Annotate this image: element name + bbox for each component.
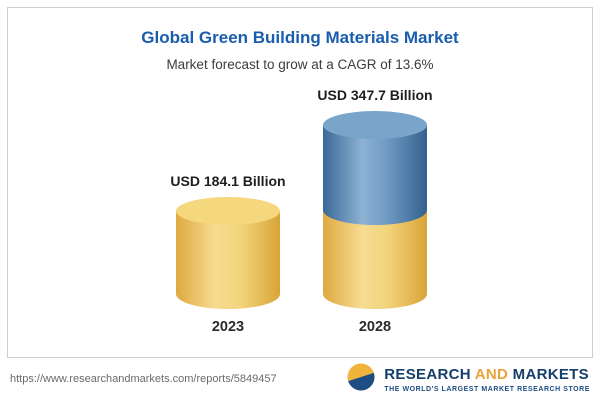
value-label-2023: USD 184.1 Billion: [170, 173, 286, 189]
cylinder-2023: [176, 197, 280, 309]
logo-wordmark: RESEARCH AND MARKETS: [384, 366, 589, 383]
logo-mark-icon: [346, 362, 376, 397]
chart-subtitle: Market forecast to grow at a CAGR of 13.…: [166, 57, 434, 72]
report-url-link[interactable]: https://www.researchandmarkets.com/repor…: [10, 373, 277, 385]
cylinder-2028-base-segment: [323, 211, 427, 309]
logo-word-research: RESEARCH: [384, 365, 471, 383]
cylinder-2023-top-face: [176, 197, 280, 225]
category-label-2023: 2023: [211, 319, 245, 335]
bar-group-2023: USD 184.1 Billion 2023: [148, 173, 308, 335]
footer: https://www.researchandmarkets.com/repor…: [0, 358, 600, 400]
cylinder-2028: [323, 111, 427, 309]
cylinder-2028-growth-segment: [323, 111, 427, 225]
logo-text: RESEARCH AND MARKETS THE WORLD'S LARGEST…: [384, 366, 590, 393]
category-label-2028: 2028: [358, 319, 392, 335]
logo-word-and: AND: [474, 365, 509, 383]
logo-word-markets: MARKETS: [512, 365, 589, 383]
value-label-2028: USD 347.7 Billion: [317, 87, 433, 103]
bar-group-2028: USD 347.7 Billion 2028: [295, 87, 455, 335]
chart-title: Global Green Building Materials Market: [141, 28, 459, 47]
logo-tagline: THE WORLD'S LARGEST MARKET RESEARCH STOR…: [384, 385, 590, 393]
cylinder-2028-top-face: [323, 111, 427, 139]
brand-logo: RESEARCH AND MARKETS THE WORLD'S LARGEST…: [346, 362, 590, 397]
chart-card: Global Green Building Materials Market M…: [7, 7, 593, 358]
cylinder-2023-segment: [176, 197, 280, 309]
